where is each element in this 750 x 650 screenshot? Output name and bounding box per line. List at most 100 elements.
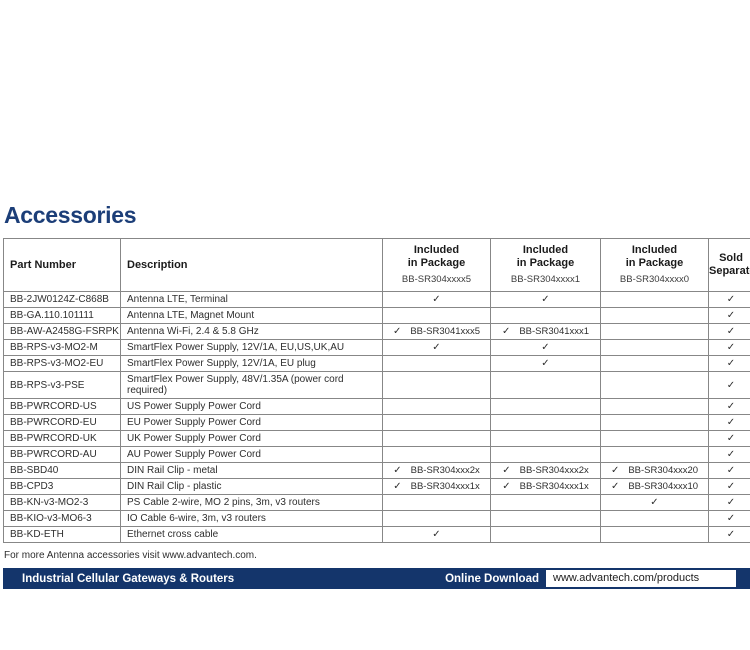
description-cell: IO Cable 6-wire, 3m, v3 routers bbox=[120, 510, 383, 527]
check-icon: ✓ bbox=[726, 294, 736, 305]
sold-separately-cell: ✓ bbox=[708, 430, 750, 447]
check-with-model: ✓ BB-SR304xxx10 bbox=[611, 481, 698, 492]
part-number-cell: BB-AW-A2458G-FSRPK bbox=[3, 323, 121, 340]
included-package-cell-1 bbox=[490, 414, 601, 431]
part-number-cell: BB-KD-ETH bbox=[3, 526, 121, 543]
model-label: BB-SR3041xxx1 bbox=[519, 326, 590, 337]
included-package-cell-2: ✓ bbox=[600, 494, 709, 511]
check-icon: ✓ bbox=[610, 481, 620, 492]
bottom-bar: Industrial Cellular Gateways & Routers O… bbox=[3, 568, 750, 589]
included-package-cell-2 bbox=[600, 526, 709, 543]
check-icon: ✓ bbox=[726, 417, 736, 428]
part-number-cell: BB-KIO-v3-MO6-3 bbox=[3, 510, 121, 527]
included-package-cell-0: ✓ bbox=[382, 526, 491, 543]
description-cell: EU Power Supply Power Cord bbox=[120, 414, 383, 431]
included-package-cell-2 bbox=[600, 398, 709, 415]
header-row: Part Number Description Included in Package… bbox=[3, 238, 750, 292]
package-model-label: BB-SR304xxxx0 bbox=[619, 274, 690, 285]
check-with-model: ✓ BB-SR3041xxx1 bbox=[502, 326, 589, 337]
check-icon: ✓ bbox=[726, 433, 736, 444]
included-package-cell-2: ✓ BB-SR304xxx20 bbox=[600, 462, 709, 479]
check-with-model: ✓ BB-SR304xxx2x bbox=[502, 465, 589, 476]
table-row: BB-2JW0124Z-C868B Antenna LTE, Terminal ✓ ✓… bbox=[3, 291, 750, 308]
included-package-cell-0 bbox=[382, 510, 491, 527]
included-package-cell-1 bbox=[490, 526, 601, 543]
table-row: BB-RPS-v3-MO2-EU SmartFlex Power Supply, … bbox=[3, 355, 750, 372]
sold-separately-cell: ✓ bbox=[708, 291, 750, 308]
included-package-cell-0: ✓ bbox=[382, 291, 491, 308]
part-number-cell: BB-2JW0124Z-C868B bbox=[3, 291, 121, 308]
part-number-cell: BB-KN-v3-MO2-3 bbox=[3, 494, 121, 511]
included-package-cell-1: ✓ bbox=[490, 291, 601, 308]
check-with-model: ✓ BB-SR304xxx2x bbox=[393, 465, 480, 476]
sold-separately-cell: ✓ bbox=[708, 446, 750, 463]
included-package-cell-2 bbox=[600, 446, 709, 463]
column-header-part-number: Part Number bbox=[3, 238, 121, 292]
included-package-cell-2 bbox=[600, 371, 709, 399]
column-header-sold-separately: Sold Separately bbox=[708, 238, 750, 292]
table-row: BB-AW-A2458G-FSRPK Antenna Wi-Fi, 2.4 & 5… bbox=[3, 323, 750, 340]
included-package-cell-1: ✓ bbox=[490, 355, 601, 372]
model-label: BB-SR304xxx1x bbox=[519, 481, 589, 492]
check-icon: ✓ bbox=[726, 401, 736, 412]
included-label-line2: in Package bbox=[516, 257, 575, 269]
check-icon: ✓ bbox=[392, 326, 402, 337]
check-icon: ✓ bbox=[541, 294, 550, 305]
description-cell: Antenna LTE, Terminal bbox=[120, 291, 383, 308]
check-icon: ✓ bbox=[726, 326, 736, 337]
included-label-line2: in Package bbox=[407, 257, 466, 269]
table-row: BB-PWRCORD-US US Power Supply Power Cord ✓ bbox=[3, 398, 750, 415]
table-row: BB-KD-ETH Ethernet cross cable ✓ ✓ bbox=[3, 526, 750, 543]
table-row: BB-CPD3 DIN Rail Clip - plastic ✓ BB-SR304x… bbox=[3, 478, 750, 495]
check-icon: ✓ bbox=[726, 465, 736, 476]
check-icon: ✓ bbox=[726, 358, 736, 369]
included-package-cell-2 bbox=[600, 307, 709, 324]
table-row: BB-KIO-v3-MO6-3 IO Cable 6-wire, 3m, v3 r… bbox=[3, 510, 750, 527]
included-label-line1: Included bbox=[522, 244, 569, 256]
description-cell: SmartFlex Power Supply, 12V/1A, EU plug bbox=[120, 355, 383, 372]
online-download-label: Online Download bbox=[445, 572, 539, 585]
included-package-cell-2 bbox=[600, 510, 709, 527]
included-package-cell-1 bbox=[490, 398, 601, 415]
included-package-cell-2 bbox=[600, 291, 709, 308]
sold-separately-cell: ✓ bbox=[708, 307, 750, 324]
check-icon: ✓ bbox=[432, 529, 441, 540]
included-package-cell-0 bbox=[382, 355, 491, 372]
part-number-cell: BB-RPS-v3-PSE bbox=[3, 371, 121, 399]
sold-separately-cell: ✓ bbox=[708, 414, 750, 431]
description-cell: PS Cable 2-wire, MO 2 pins, 3m, v3 route… bbox=[120, 494, 383, 511]
included-package-cell-1 bbox=[490, 371, 601, 399]
description-cell: AU Power Supply Power Cord bbox=[120, 446, 383, 463]
check-icon: ✓ bbox=[726, 449, 736, 460]
check-icon: ✓ bbox=[432, 294, 441, 305]
part-number-cell: BB-SBD40 bbox=[3, 462, 121, 479]
check-with-model: ✓ BB-SR304xxx1x bbox=[502, 481, 589, 492]
check-icon: ✓ bbox=[393, 481, 402, 492]
included-package-cell-2 bbox=[600, 323, 709, 340]
table-row: BB-KN-v3-MO2-3 PS Cable 2-wire, MO 2 pins… bbox=[3, 494, 750, 511]
download-url-box[interactable]: www.advantech.com/products bbox=[546, 570, 736, 587]
footer-note: For more Antenna accessories visit www.a… bbox=[4, 550, 257, 561]
description-cell: DIN Rail Clip - plastic bbox=[120, 478, 383, 495]
model-label: BB-SR304xxx1x bbox=[410, 481, 480, 492]
check-icon: ✓ bbox=[726, 310, 736, 321]
included-package-cell-1: ✓ BB-SR3041xxx1 bbox=[490, 323, 601, 340]
included-package-cell-2 bbox=[600, 355, 709, 372]
model-label: BB-SR304xxx20 bbox=[628, 465, 699, 476]
part-number-cell: BB-RPS-v3-MO2-M bbox=[3, 339, 121, 356]
included-package-cell-0 bbox=[382, 398, 491, 415]
part-number-cell: BB-PWRCORD-EU bbox=[3, 414, 121, 431]
included-package-cell-0 bbox=[382, 446, 491, 463]
included-label-line1: Included bbox=[413, 244, 460, 256]
sold-separately-cell: ✓ bbox=[708, 371, 750, 399]
check-icon: ✓ bbox=[726, 497, 736, 508]
column-header-included-package-0: Included in Package BB-SR304xxxx5 bbox=[382, 238, 491, 292]
sold-separately-cell: ✓ bbox=[708, 526, 750, 543]
part-number-cell: BB-CPD3 bbox=[3, 478, 121, 495]
check-icon: ✓ bbox=[610, 465, 620, 476]
check-icon: ✓ bbox=[726, 513, 736, 524]
table-row: BB-PWRCORD-EU EU Power Supply Power Cord ✓ bbox=[3, 414, 750, 431]
check-icon: ✓ bbox=[393, 465, 402, 476]
check-icon: ✓ bbox=[432, 342, 441, 353]
